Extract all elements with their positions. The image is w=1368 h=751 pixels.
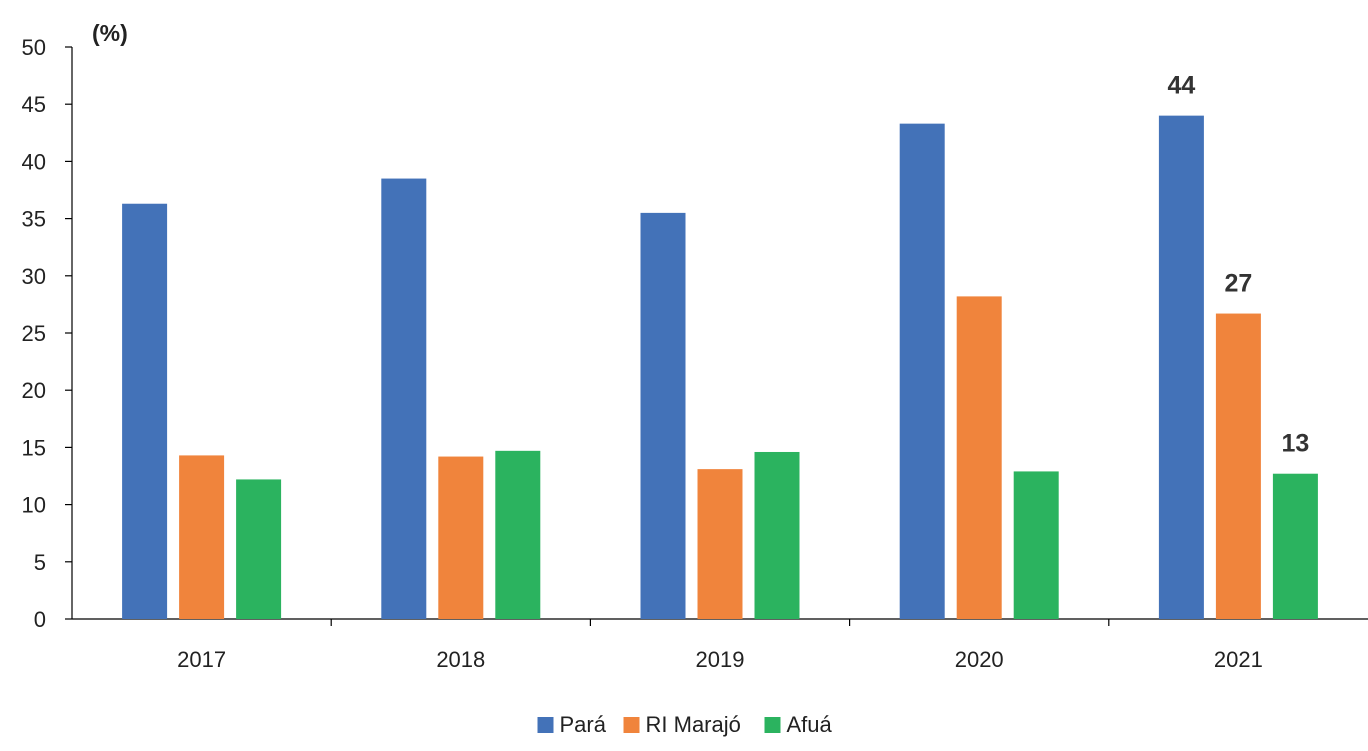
y-tick-label: 30 xyxy=(22,264,46,289)
legend-label: Pará xyxy=(560,712,607,737)
y-tick-label: 40 xyxy=(22,149,46,174)
y-tick-label: 35 xyxy=(22,207,46,232)
x-tick-label: 2021 xyxy=(1214,647,1263,672)
bar xyxy=(438,456,484,619)
bar xyxy=(236,479,282,619)
bar xyxy=(754,451,800,619)
legend-label: RI Marajó xyxy=(646,712,741,737)
x-tick-label: 2020 xyxy=(955,647,1004,672)
bar xyxy=(495,450,541,619)
legend: Pará RI Marajó Afuá xyxy=(537,712,833,737)
x-tick-label: 2019 xyxy=(696,647,745,672)
legend-label: Afuá xyxy=(787,712,833,737)
x-tick-label: 2017 xyxy=(177,647,226,672)
y-tick-label: 5 xyxy=(34,550,46,575)
y-tick-label: 50 xyxy=(22,35,46,60)
bars xyxy=(122,115,1318,619)
data-label: 13 xyxy=(1281,430,1309,458)
y-tick-label: 25 xyxy=(22,321,46,346)
y-tick-label: 0 xyxy=(34,607,46,632)
bar xyxy=(956,296,1002,619)
bar xyxy=(1013,471,1059,619)
y-tick-label: 20 xyxy=(22,378,46,403)
bar xyxy=(179,455,225,619)
y-axis: 0 5 10 15 20 25 30 35 40 45 50 (%) xyxy=(22,20,128,632)
bar xyxy=(640,212,686,619)
x-axis: 2017 2018 2019 2020 2021 xyxy=(72,618,1368,672)
data-labels: 44 27 13 xyxy=(1167,72,1309,458)
legend-swatch xyxy=(623,717,640,733)
bar xyxy=(122,203,168,619)
data-label: 44 xyxy=(1167,72,1195,100)
y-tick-label: 15 xyxy=(22,435,46,460)
y-axis-unit-label: (%) xyxy=(92,20,128,46)
x-tick-label: 2018 xyxy=(436,647,485,672)
legend-swatch xyxy=(764,717,781,733)
bar xyxy=(1158,115,1204,619)
data-label: 27 xyxy=(1224,270,1252,298)
bar xyxy=(697,469,743,619)
y-tick-label: 10 xyxy=(22,493,46,518)
y-tick-label: 45 xyxy=(22,92,46,117)
bar xyxy=(1272,473,1318,619)
bar xyxy=(381,178,427,619)
bar xyxy=(1215,313,1261,619)
bar xyxy=(899,123,945,619)
legend-swatch xyxy=(537,717,554,733)
